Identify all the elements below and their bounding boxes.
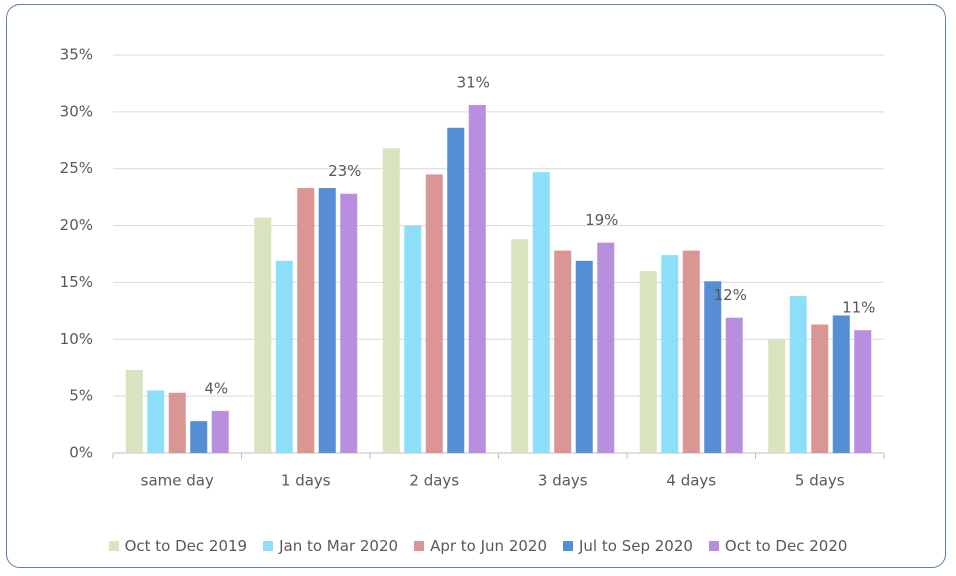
y-tick-label: 0% bbox=[69, 444, 93, 462]
bar bbox=[404, 225, 422, 453]
x-tick-label: 2 days bbox=[409, 472, 459, 490]
bar bbox=[340, 193, 358, 453]
y-tick-label: 30% bbox=[60, 102, 93, 120]
y-tick-label: 25% bbox=[60, 159, 93, 177]
bar bbox=[147, 390, 165, 453]
legend-item: Jan to Mar 2020 bbox=[263, 537, 398, 555]
data-label: 19% bbox=[585, 211, 618, 229]
bar bbox=[597, 242, 615, 453]
bar bbox=[554, 250, 572, 453]
x-tick-label: 5 days bbox=[795, 472, 845, 490]
x-tick-label: 4 days bbox=[666, 472, 716, 490]
legend-item: Oct to Dec 2019 bbox=[108, 537, 248, 555]
data-label: 12% bbox=[714, 286, 747, 304]
data-label: 4% bbox=[204, 379, 228, 397]
legend-swatch bbox=[708, 541, 719, 551]
x-tick-label: 1 days bbox=[281, 472, 331, 490]
legend-label: Jan to Mar 2020 bbox=[279, 537, 399, 555]
bar bbox=[297, 188, 315, 453]
bar bbox=[125, 369, 143, 453]
bar bbox=[661, 255, 679, 453]
legend-swatch bbox=[563, 541, 573, 551]
bar bbox=[382, 148, 400, 453]
bar bbox=[575, 260, 593, 453]
bar bbox=[275, 260, 293, 453]
bar bbox=[704, 281, 722, 453]
legend-item: Apr to Jun 2020 bbox=[414, 537, 547, 555]
bar bbox=[511, 239, 529, 453]
legend-label: Oct to Dec 2019 bbox=[124, 537, 248, 555]
legend-swatch bbox=[108, 541, 119, 551]
x-tick-label: same day bbox=[141, 472, 214, 490]
data-label: 23% bbox=[328, 162, 361, 180]
bar bbox=[682, 250, 700, 453]
bar bbox=[532, 172, 550, 453]
bar bbox=[854, 330, 872, 453]
legend-label: Jul to Sep 2020 bbox=[579, 537, 693, 555]
bar bbox=[168, 392, 186, 453]
bar bbox=[639, 271, 657, 453]
bar bbox=[211, 410, 229, 453]
legend-label: Apr to Jun 2020 bbox=[430, 537, 547, 555]
bar bbox=[318, 188, 336, 453]
data-label: 11% bbox=[842, 299, 875, 317]
legend-item: Jul to Sep 2020 bbox=[563, 537, 693, 555]
bar bbox=[811, 324, 829, 453]
legend-swatch bbox=[263, 541, 274, 551]
bar bbox=[425, 174, 443, 453]
bar bbox=[789, 296, 807, 453]
y-tick-label: 20% bbox=[60, 216, 93, 234]
y-tick-label: 5% bbox=[69, 387, 93, 405]
bar bbox=[832, 315, 850, 453]
chart-frame bbox=[6, 4, 946, 568]
data-label: 31% bbox=[457, 74, 490, 92]
legend-item: Oct to Dec 2020 bbox=[708, 537, 848, 555]
bar bbox=[190, 421, 208, 453]
legend-label: Oct to Dec 2020 bbox=[724, 537, 848, 555]
y-tick-label: 35% bbox=[60, 46, 93, 64]
bar bbox=[725, 317, 743, 453]
bar bbox=[468, 105, 486, 453]
x-tick-label: 3 days bbox=[538, 472, 588, 490]
legend: Oct to Dec 2019 Jan to Mar 2020 Apr to Jun… bbox=[0, 537, 956, 555]
y-tick-label: 10% bbox=[60, 330, 93, 348]
bar bbox=[254, 217, 272, 453]
y-tick-label: 15% bbox=[60, 273, 93, 291]
legend-swatch bbox=[414, 541, 425, 551]
bar bbox=[768, 339, 786, 453]
bar bbox=[447, 127, 465, 453]
